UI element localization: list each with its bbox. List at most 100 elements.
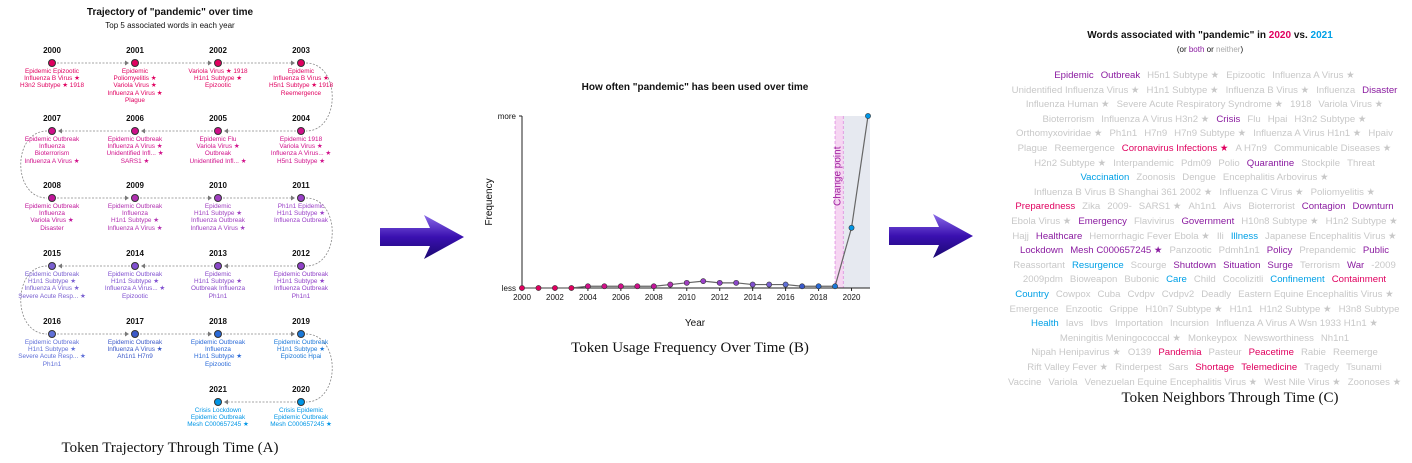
neighbors-subtitle-pre: (or [1176,45,1189,54]
neighbor-word: Zika [1082,201,1101,213]
neighbor-word: Government [1181,216,1235,227]
neighbor-word: Importation [1114,318,1163,330]
neighbor-word: Plague [1017,143,1048,154]
word-cloud-row: Vaccination Zoonosis Dengue Encephalitis Ar… [1008,172,1408,183]
neighbor-word: H10n8 Subtype ★ [1241,216,1319,227]
neighbor-word: Coronavirus Infections ★ [1121,143,1229,154]
associated-word-line: Outbreak Influenza [191,285,245,293]
associated-word-line: H1n1 Subtype ★ [276,210,325,218]
neighbor-word: Disaster [1362,84,1398,96]
year-node-2012 [297,262,305,270]
associated-word-line: H1n1 Subtype ★ [27,346,76,354]
y-tick-label-less: less [502,284,516,293]
neighbor-word: Sars [1168,362,1189,373]
year-node-2005 [214,127,222,135]
neighbor-word: Terrorism [1300,259,1341,271]
associated-word-line: Severe Acute Resp... ★ [18,353,86,361]
associated-word-line: Ph1n1 [42,360,62,368]
associated-word-line: Influenza A Virus ★ [107,143,163,151]
year-node-2002 [214,59,222,67]
data-point-2011 [700,278,707,285]
neighbor-word: Incursion [1169,318,1209,330]
neighbor-word: Crisis [1216,113,1241,125]
x-tick-label-2014: 2014 [744,293,762,302]
neighbor-word: Child [1193,274,1216,286]
trajectory-caption: Token Trajectory Through Time (A) [61,440,279,456]
year-label-2020: 2020 [292,385,310,394]
neighbor-word: Tsunami [1346,362,1382,373]
year-node-2018 [214,330,222,338]
year-words-2019: Epidemic Outbreak H1n1 Subtype ★ Epizootic… [256,339,346,361]
trajectory-title: Trajectory of "pandemic" over time [86,7,254,18]
neighbor-word: Cvdpv2 [1161,289,1195,300]
year-label-2021: 2021 [209,385,227,394]
neighbor-word: Emergency [1078,216,1127,227]
year-label-2002: 2002 [209,46,227,55]
trajectory-connector [305,333,333,403]
neighbor-word: Influenza [1316,84,1356,96]
associated-word-line: H1n1 Subtype ★ [276,346,325,354]
neighbor-word: Deadly [1201,289,1232,300]
associated-word-line: Variola Virus ★ [113,82,157,90]
year-label-2008: 2008 [43,181,61,190]
neighbor-word: Influenza C Virus ★ [1219,186,1304,198]
associated-word-line: Disaster [40,224,64,232]
neighbor-word: Shortage [1195,362,1235,373]
year-words-2001: Epidemic Poliomyelitis ★ Variola Virus ★ In… [90,68,180,104]
associated-word-line: Epizootic [205,82,231,90]
year-label-2001: 2001 [126,46,144,55]
associated-word-line: H1n1 Subtype ★ [193,210,242,218]
associated-word-line: Ah1n1 H7n9 [117,353,153,361]
associated-word-line: Variola Virus ★ [279,143,323,151]
neighbor-word: Influenza A Virus A Wsn 1933 H1n1 ★ [1215,318,1378,330]
year-words-2009: Epidemic Outbreak Influenza H1n1 Subtype ★… [90,203,180,232]
neighbor-word: Influenza B Virus B Shanghai 361 2002 ★ [1033,186,1213,198]
neighbor-word: Pdm09 [1180,157,1212,169]
frequency-caption: Token Usage Frequency Over Time (B) [571,340,809,356]
x-tick-label-2000: 2000 [513,293,531,302]
word-cloud-row: Meningitis Meningococcal ★ Monkeypox Newsw… [1008,333,1408,344]
associated-word-line: Influenza [39,143,65,151]
word-cloud-row: Preparedness Zika 2009- SARS1 ★ Ah1n1 Aivs Bio… [1008,201,1408,212]
x-tick-label-2006: 2006 [612,293,630,302]
word-cloud-row: Influenza Human ★ Severe Acute Respirator… [1008,99,1408,110]
associated-word-line: Epidemic Outbreak [190,339,246,346]
year-words-2010: Epidemic H1n1 Subtype ★ Influenza Outbreak… [173,203,263,232]
neighbors-title-pre: Words associated with "pandemic" in [1087,30,1269,41]
word-cloud-row: Reassortant Resurgence Scourge Shutdown Situ… [1008,260,1408,271]
associated-word-line: Unidentified Infl... ★ [106,150,164,158]
year-node-2000 [48,59,56,67]
year-words-2012: Epidemic Outbreak H1n1 Subtype ★ Influenza… [256,271,346,300]
neighbor-word: H3n8 Subtype [1338,303,1400,315]
associated-word-line: Crisis Lockdown [194,407,242,414]
associated-word-line: H1n1 Subtype ★ [193,278,242,286]
year-label-2007: 2007 [43,114,61,123]
neighbor-word: Rinderpest [1115,362,1162,373]
associated-word-line: Variola Virus ★ [30,217,74,225]
data-point-2012 [716,279,723,286]
neighbors-title-mid: vs. [1291,30,1311,41]
neighbor-word: Preparedness [1015,201,1076,213]
associated-word-line: Influenza A Virus... ★ [104,285,166,293]
neighbor-word: Influenza A Virus H1n1 ★ [1253,128,1362,140]
associated-word-line: Influenza [39,210,65,218]
x-tick-label-2002: 2002 [546,293,564,302]
year-words-2011: Ph1n1 Epidemic H1n1 Subtype ★ Influenza Ou… [256,203,346,225]
neighbor-word: Influenza B Virus ★ [1225,84,1310,96]
neighbor-word: Care [1166,274,1187,286]
x-tick-label-2016: 2016 [777,293,795,302]
associated-word-line: Epizootic [205,360,231,368]
neighbor-word: Dengue [1182,172,1216,184]
year-words-2016: Epidemic Outbreak H1n1 Subtype ★ Severe Ac… [7,339,97,368]
neighbor-word: Zoonosis [1136,172,1176,184]
year-words-2015: Epidemic Outbreak H1n1 Subtype ★ Influenza… [7,271,97,300]
neighbor-word: Country [1015,289,1049,300]
neighbor-word: Aivs [1223,201,1242,213]
word-cloud-row: Emergence Enzootic Grippe H10n7 Subtype ★ H1… [1008,304,1408,315]
neighbor-word: Bioterrorism [1042,113,1095,125]
year-words-2008: Epidemic Outbreak Influenza Variola Virus … [7,203,97,232]
associated-word-line: Influenza A Virus... ★ [270,150,332,158]
neighbor-word: Eastern Equine Encephalitis Virus ★ [1238,289,1394,300]
data-point-2015 [766,281,773,288]
associated-word-line: Mesh C000657245 ★ [187,421,249,429]
